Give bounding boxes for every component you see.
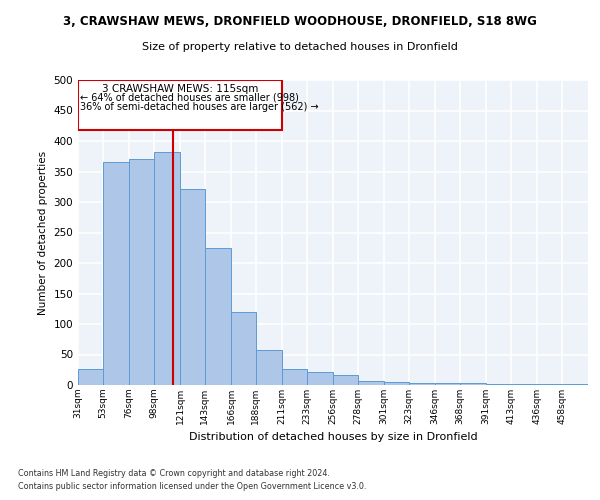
Bar (103, 162, 129, 385)
Bar (537, 384, 562, 385)
Bar (409, 382, 435, 385)
Bar (435, 382, 460, 385)
Bar (205, 248, 231, 385)
Bar (78, 80, 282, 130)
Text: Contains public sector information licensed under the Open Government Licence v3: Contains public sector information licen… (18, 482, 367, 491)
X-axis label: Distribution of detached houses by size in Dronfield: Distribution of detached houses by size … (188, 432, 478, 442)
Bar (358, 380, 384, 385)
Bar (307, 372, 333, 385)
Bar (129, 160, 154, 385)
Text: 3, CRAWSHAW MEWS, DRONFIELD WOODHOUSE, DRONFIELD, S18 8WG: 3, CRAWSHAW MEWS, DRONFIELD WOODHOUSE, D… (63, 15, 537, 28)
Bar (78, 368, 103, 385)
Bar (282, 368, 307, 385)
Bar (256, 350, 282, 385)
Bar (333, 374, 358, 385)
Text: 3 CRAWSHAW MEWS: 115sqm: 3 CRAWSHAW MEWS: 115sqm (102, 84, 258, 94)
Bar (231, 312, 256, 385)
Bar (588, 382, 600, 385)
Text: 36% of semi-detached houses are larger (562) →: 36% of semi-detached houses are larger (… (80, 102, 319, 112)
Bar (154, 152, 180, 385)
Text: ← 64% of detached houses are smaller (998): ← 64% of detached houses are smaller (99… (80, 92, 299, 102)
Bar (384, 382, 409, 385)
Bar (511, 384, 537, 385)
Y-axis label: Number of detached properties: Number of detached properties (38, 150, 48, 314)
Bar (180, 188, 205, 385)
Text: Size of property relative to detached houses in Dronfield: Size of property relative to detached ho… (142, 42, 458, 52)
Bar (486, 384, 511, 385)
Bar (460, 383, 486, 385)
Bar (562, 384, 588, 385)
Text: Contains HM Land Registry data © Crown copyright and database right 2024.: Contains HM Land Registry data © Crown c… (18, 468, 330, 477)
